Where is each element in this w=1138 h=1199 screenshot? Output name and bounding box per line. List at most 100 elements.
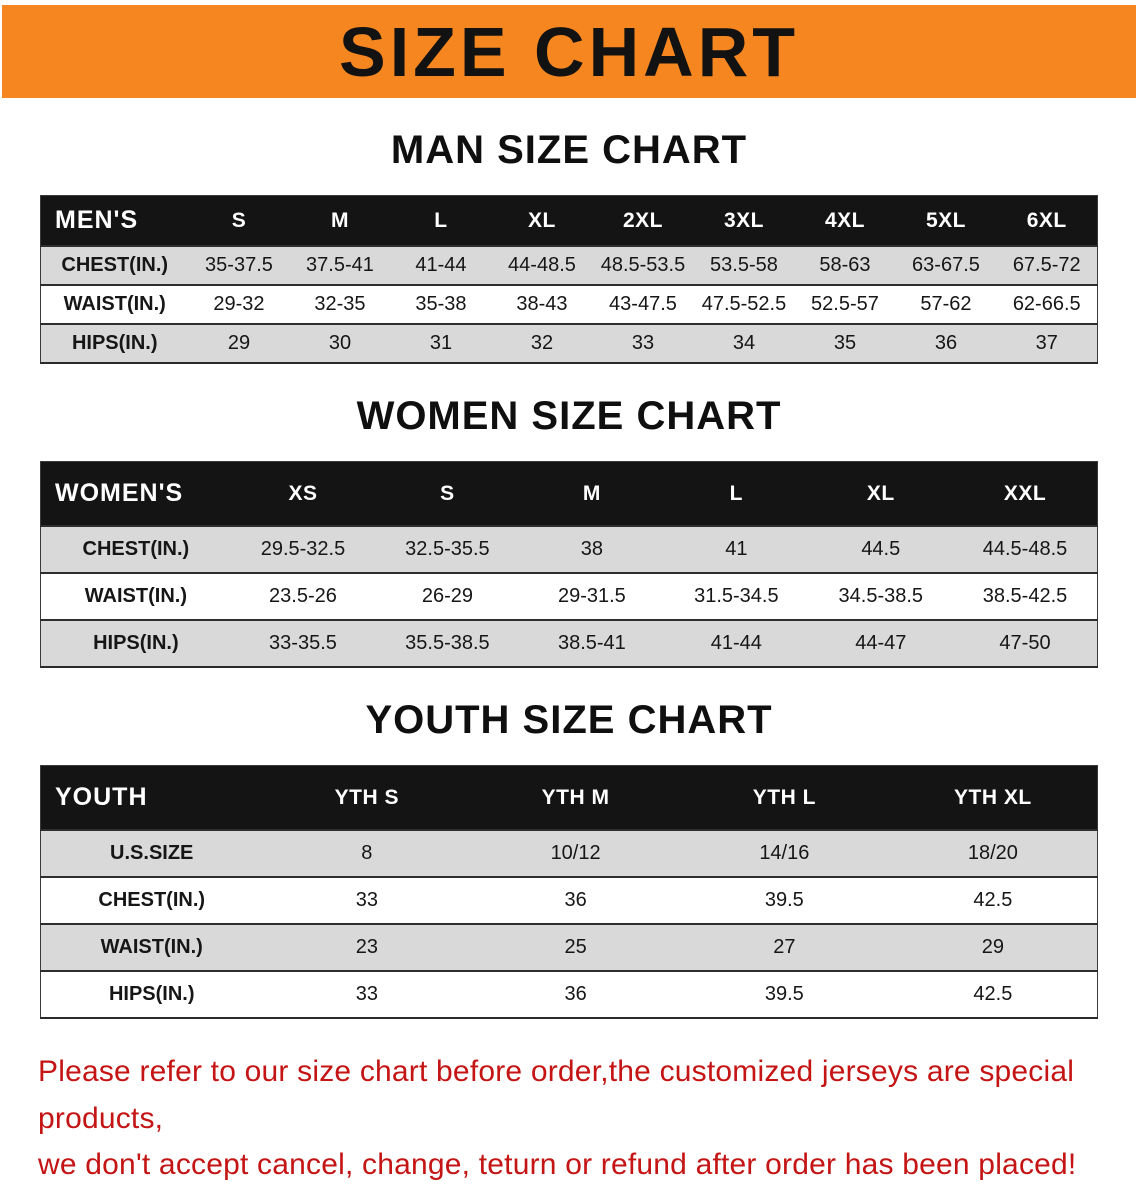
measurement-value: 32.5-35.5 bbox=[375, 525, 520, 573]
measurement-value: 37.5-41 bbox=[289, 245, 391, 285]
measurement-label: U.S.SIZE bbox=[40, 829, 263, 877]
measurement-value: 32 bbox=[491, 323, 593, 363]
measurement-value: 29 bbox=[888, 923, 1098, 971]
measurement-value: 27 bbox=[679, 923, 889, 971]
youth-section: YOUTH SIZE CHART YOUTH YTH S YTH M YTH L YTH… bbox=[0, 698, 1138, 1019]
women-size-chart-table: WOMEN'S XS S M L XL XXL CHEST(IN.) 29.5-32.5 32.5… bbox=[40, 461, 1098, 668]
youth-section-heading: YOUTH SIZE CHART bbox=[365, 698, 773, 742]
footer-note: Please refer to our size chart before or… bbox=[38, 1049, 1100, 1189]
measurement-value: 67.5-72 bbox=[996, 245, 1098, 285]
table-title-cell: MEN'S bbox=[40, 195, 189, 246]
men-size-chart-table: MEN'S S M L XL 2XL 3XL 4XL 5XL 6XL CHEST(IN.) 35-37… bbox=[40, 195, 1098, 364]
women-size-chart: WOMEN'S XS S M L XL XXL CHEST(IN.) 29.5-32.5 32.5… bbox=[40, 461, 1098, 668]
measurement-row: HIPS(IN.) 29 30 31 32 33 34 35 36 37 bbox=[40, 323, 1098, 363]
measurement-value: 34.5-38.5 bbox=[808, 572, 954, 620]
measurement-value: 29-31.5 bbox=[519, 572, 665, 620]
measurement-value: 44-48.5 bbox=[491, 245, 593, 285]
measurement-row: CHEST(IN.) 29.5-32.5 32.5-35.5 38 41 44.5 44.5… bbox=[40, 525, 1098, 573]
measurement-value: 44-47 bbox=[808, 619, 954, 667]
measurement-row: CHEST(IN.) 35-37.5 37.5-41 41-44 44-48.5 48.5… bbox=[40, 245, 1098, 285]
measurement-value: 39.5 bbox=[679, 970, 889, 1018]
men-section: MAN SIZE CHART MEN'S S M L XL 2XL 3XL 4XL 5XL 6XL… bbox=[0, 128, 1138, 364]
measurement-row: HIPS(IN.) 33-35.5 35.5-38.5 38.5-41 41-44 44-… bbox=[40, 619, 1098, 667]
measurement-value: 32-35 bbox=[289, 284, 391, 324]
measurement-value: 18/20 bbox=[888, 829, 1098, 877]
measurement-value: 30 bbox=[289, 323, 391, 363]
measurement-label: HIPS(IN.) bbox=[40, 323, 189, 363]
size-column-header: M bbox=[289, 195, 391, 246]
size-column-header: M bbox=[519, 461, 665, 526]
measurement-value: 42.5 bbox=[888, 876, 1098, 924]
measurement-value: 47-50 bbox=[953, 619, 1098, 667]
women-section-heading: WOMEN SIZE CHART bbox=[356, 394, 782, 438]
measurement-value: 38-43 bbox=[491, 284, 593, 324]
measurement-label: CHEST(IN.) bbox=[40, 245, 189, 285]
size-header-row: WOMEN'S XS S M L XL XXL bbox=[40, 461, 1098, 526]
measurement-value: 58-63 bbox=[794, 245, 896, 285]
measurement-value: 35-38 bbox=[390, 284, 492, 324]
measurement-row: WAIST(IN.) 23 25 27 29 bbox=[40, 923, 1098, 971]
measurement-value: 47.5-52.5 bbox=[693, 284, 795, 324]
measurement-label: CHEST(IN.) bbox=[40, 876, 263, 924]
measurement-value: 10/12 bbox=[471, 829, 680, 877]
size-column-header: YTH XL bbox=[888, 765, 1098, 830]
measurement-value: 8 bbox=[262, 829, 472, 877]
table-title-cell: WOMEN'S bbox=[40, 461, 231, 526]
footer-note-line2: we don't accept cancel, change, teturn o… bbox=[38, 1148, 1077, 1181]
measurement-value: 36 bbox=[471, 970, 680, 1018]
measurement-value: 31.5-34.5 bbox=[664, 572, 809, 620]
size-column-header: L bbox=[390, 195, 492, 246]
size-chart-page: SIZE CHART MAN SIZE CHART MEN'S S M L XL 2XL 3… bbox=[0, 5, 1138, 1199]
measurement-label: HIPS(IN.) bbox=[40, 970, 263, 1018]
measurement-value: 38 bbox=[519, 525, 665, 573]
size-column-header: XL bbox=[491, 195, 593, 246]
measurement-value: 43-47.5 bbox=[592, 284, 694, 324]
footer-note-line1: Please refer to our size chart before or… bbox=[38, 1055, 1075, 1135]
measurement-value: 29 bbox=[188, 323, 290, 363]
size-header-row: YOUTH YTH S YTH M YTH L YTH XL bbox=[40, 765, 1098, 830]
measurement-label: CHEST(IN.) bbox=[40, 525, 231, 573]
measurement-value: 52.5-57 bbox=[794, 284, 896, 324]
measurement-row: U.S.SIZE 8 10/12 14/16 18/20 bbox=[40, 829, 1098, 877]
measurement-label: WAIST(IN.) bbox=[40, 572, 231, 620]
size-column-header: 3XL bbox=[693, 195, 795, 246]
measurement-value: 26-29 bbox=[375, 572, 520, 620]
measurement-value: 33-35.5 bbox=[230, 619, 376, 667]
measurement-value: 35 bbox=[794, 323, 896, 363]
measurement-label: WAIST(IN.) bbox=[40, 284, 189, 324]
measurement-value: 42.5 bbox=[888, 970, 1098, 1018]
measurement-value: 33 bbox=[262, 876, 472, 924]
measurement-value: 53.5-58 bbox=[693, 245, 795, 285]
measurement-label: WAIST(IN.) bbox=[40, 923, 263, 971]
measurement-value: 35-37.5 bbox=[188, 245, 290, 285]
size-column-header: 5XL bbox=[895, 195, 997, 246]
measurement-value: 41-44 bbox=[390, 245, 492, 285]
size-column-header: L bbox=[664, 461, 809, 526]
measurement-value: 63-67.5 bbox=[895, 245, 997, 285]
size-column-header: XXL bbox=[953, 461, 1098, 526]
measurement-value: 38.5-42.5 bbox=[953, 572, 1098, 620]
measurement-value: 62-66.5 bbox=[996, 284, 1098, 324]
measurement-value: 44.5-48.5 bbox=[953, 525, 1098, 573]
measurement-value: 14/16 bbox=[679, 829, 889, 877]
size-column-header: S bbox=[188, 195, 290, 246]
measurement-value: 41-44 bbox=[664, 619, 809, 667]
measurement-value: 48.5-53.5 bbox=[592, 245, 694, 285]
measurement-value: 37 bbox=[996, 323, 1098, 363]
size-column-header: 6XL bbox=[996, 195, 1098, 246]
measurement-value: 29-32 bbox=[188, 284, 290, 324]
measurement-value: 29.5-32.5 bbox=[230, 525, 376, 573]
measurement-value: 23 bbox=[262, 923, 472, 971]
size-column-header: S bbox=[375, 461, 520, 526]
size-column-header: 2XL bbox=[592, 195, 694, 246]
measurement-label: HIPS(IN.) bbox=[40, 619, 231, 667]
measurement-value: 34 bbox=[693, 323, 795, 363]
size-header-row: MEN'S S M L XL 2XL 3XL 4XL 5XL 6XL bbox=[40, 195, 1098, 246]
men-size-chart: MEN'S S M L XL 2XL 3XL 4XL 5XL 6XL CHEST(IN.) 35-37… bbox=[40, 195, 1098, 364]
measurement-value: 35.5-38.5 bbox=[375, 619, 520, 667]
women-section: WOMEN SIZE CHART WOMEN'S XS S M L XL XXL CHEST(… bbox=[0, 394, 1138, 668]
size-column-header: YTH L bbox=[679, 765, 889, 830]
measurement-value: 36 bbox=[895, 323, 997, 363]
banner: SIZE CHART bbox=[2, 5, 1136, 98]
size-column-header: YTH S bbox=[262, 765, 472, 830]
